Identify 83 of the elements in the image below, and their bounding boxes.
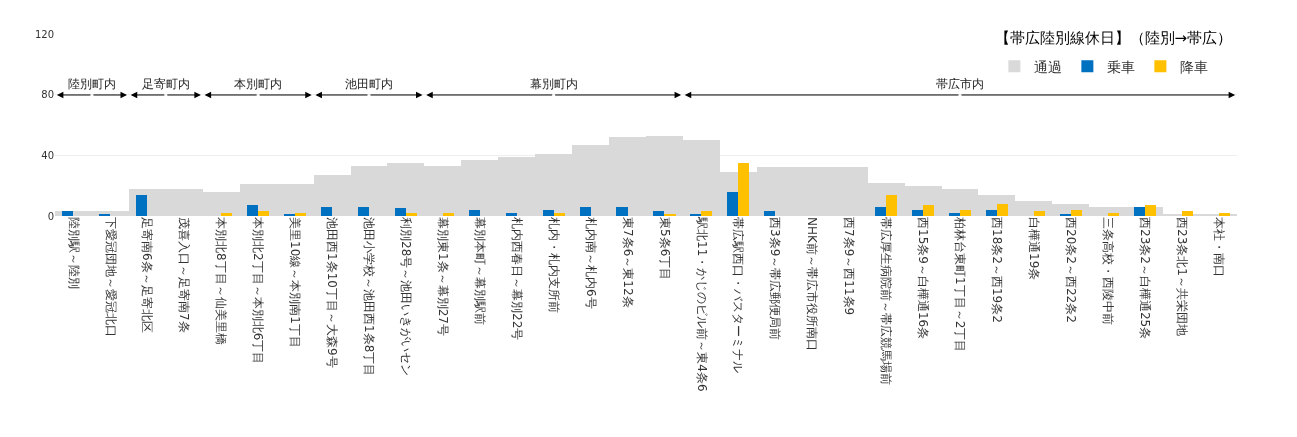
x-tick-label: 池田西1条10丁目～大森9号: [325, 217, 340, 368]
x-tick-label: 下愛冠団地～愛冠北口: [103, 217, 118, 337]
x-tick-label: 柏林台東町1丁目～2丁目: [953, 216, 968, 353]
bar: [949, 213, 960, 216]
bar: [580, 207, 591, 216]
chart-title: 【帯広陸別線休日】（陸別→帯広）: [994, 29, 1233, 48]
x-tick-label: 茂喜入口～足寄南7条: [177, 217, 192, 333]
bar: [258, 211, 269, 216]
bar: [764, 211, 775, 216]
bar: [886, 195, 897, 216]
x-tick-label: 西23条北1～共栄団地: [1174, 217, 1189, 336]
bar: [62, 211, 73, 216]
x-tick-label: 白樺通19条: [1026, 217, 1041, 281]
x-tick-label: 札内西春日～幕別22号: [509, 217, 524, 341]
x-tick-label: 西15条9～白樺通16条: [916, 217, 931, 340]
bar: [406, 213, 417, 216]
y-tick-label: 120: [34, 28, 54, 40]
bar: [554, 213, 565, 216]
x-tick-label: 帯広厚生病院前～帯広競馬場前: [879, 217, 894, 385]
annotation: 幕別町内: [530, 77, 578, 91]
bar: [701, 211, 712, 216]
bar: [443, 213, 454, 216]
x-tick-label: 幕別本町～幕別駅前: [472, 217, 487, 325]
x-tick-label: 陸別駅～陸別: [66, 217, 81, 289]
x-tick-label: 西20条2～西22条2: [1063, 217, 1078, 323]
annotation: 池田町内: [345, 77, 393, 91]
bar: [1182, 211, 1193, 216]
bar: [616, 207, 628, 216]
bar: [997, 204, 1008, 216]
legend-label: 乗車: [1107, 58, 1136, 75]
bar: [395, 208, 406, 216]
x-tick-label: 東5条6丁目: [657, 217, 672, 281]
x-tick-label: 池田小学校～池田西1条8丁目: [362, 217, 377, 377]
y-tick-label: 40: [41, 149, 54, 161]
bar: [321, 207, 332, 216]
legend-label: 通過: [1034, 58, 1063, 75]
x-tick-label: 東7条6～東12条: [620, 217, 635, 308]
x-tick-label: 帯広駅西口・バスターミナル: [731, 217, 746, 373]
x-tick-label: 利別28号～池田いきがいセン: [399, 217, 414, 377]
x-tick-label: 駅北11・かじのビル前～東4条6: [694, 216, 709, 392]
bar: [221, 213, 232, 216]
x-tick-label: 美里10線～本別南1丁目: [288, 217, 303, 348]
bar: [543, 210, 554, 216]
x-tick-label: 幕別東1条～幕別27号: [435, 217, 450, 336]
bar: [1071, 210, 1082, 216]
x-tick-label: NHK前～帯広市役所南口: [805, 217, 820, 351]
bar: [1134, 207, 1145, 216]
x-tick-label: 札内南～札内6号: [583, 217, 598, 309]
bar: [923, 205, 934, 216]
bar: [469, 210, 480, 216]
bar: [653, 211, 664, 216]
x-tick-label: 西3条9～帯広郵便局前: [768, 217, 783, 341]
annotation: 帯広市内: [936, 77, 984, 91]
x-tick-label: 西7条9～西11条9: [842, 217, 857, 316]
x-tick-label: 本別北8丁目～仙美里橋: [214, 217, 229, 345]
bar: [912, 210, 923, 216]
x-tick-label: 三条高校・西陵中前: [1100, 217, 1115, 325]
bar: [986, 210, 997, 216]
bar: [506, 213, 517, 216]
x-tick-label: 札内・札内支所前: [546, 217, 561, 313]
x-tick-label: 本社・南口: [1211, 217, 1226, 277]
bar: [738, 163, 749, 216]
bar: [247, 205, 258, 216]
bar: [727, 192, 738, 216]
bar: [1034, 211, 1045, 216]
x-tick-label: 西18条2～西19条2: [990, 217, 1005, 323]
annotation: 足寄町内: [142, 77, 190, 91]
bar: [960, 210, 971, 216]
bar: [875, 207, 886, 216]
y-tick-label: 0: [47, 210, 54, 222]
x-tick-label: 本別北2丁目～本別北6丁目: [251, 217, 266, 365]
bar: [1108, 213, 1119, 216]
bar: [295, 213, 306, 216]
x-tick-label: 足寄南6条～足寄北区: [140, 217, 155, 333]
bar: [358, 207, 369, 216]
y-tick-label: 80: [41, 89, 54, 101]
bar: [1219, 213, 1230, 216]
bar: [136, 195, 147, 216]
x-tick-label: 西23条2～白樺通25条: [1137, 217, 1152, 340]
annotation: 陸別町内: [68, 77, 116, 91]
bar: [1145, 205, 1156, 216]
annotation: 本別町内: [234, 77, 282, 91]
legend-label: 降車: [1180, 58, 1209, 75]
